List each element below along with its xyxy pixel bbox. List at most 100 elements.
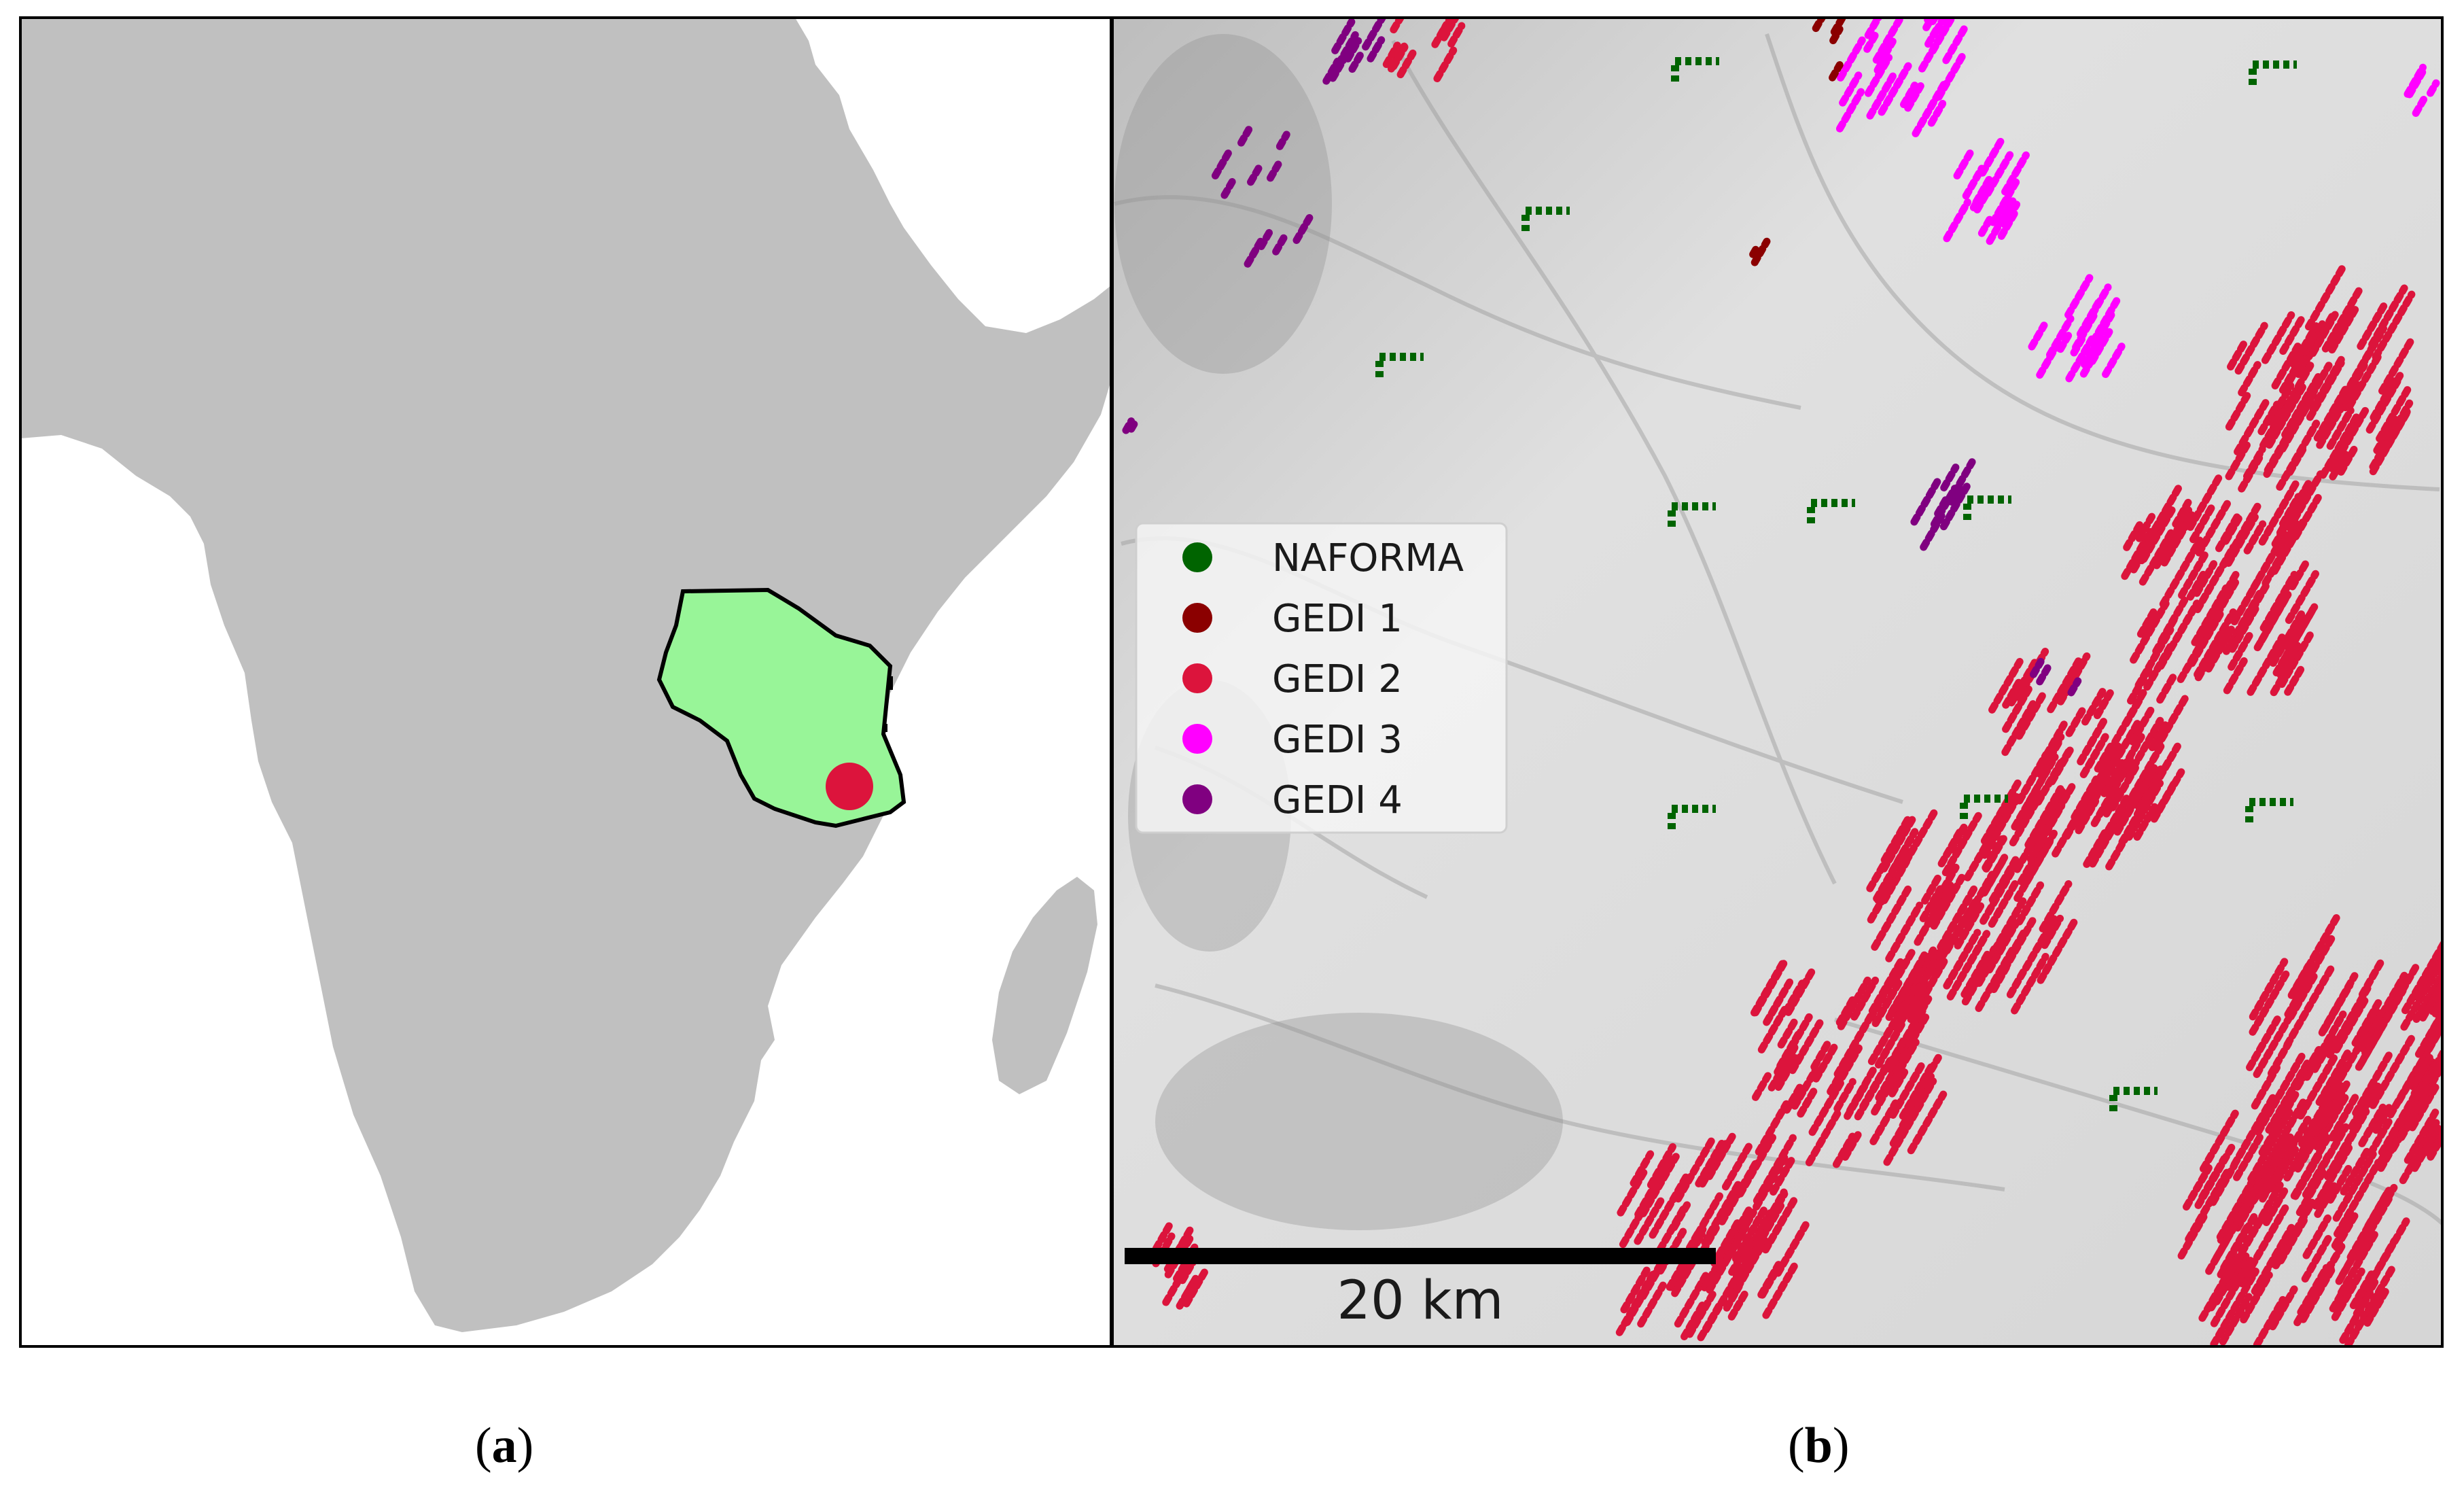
gedi2-track [1812,1042,1839,1083]
gedi2-track [2177,548,2210,599]
gedi2-track [2110,733,2145,788]
gedi2-track [1744,1200,1786,1268]
gedi2-track [1433,46,1458,83]
gedi2-track [1757,1003,1790,1053]
gedi3-track [1935,18,1943,20]
pemba-island [883,724,887,732]
gedi2-track [2006,967,2028,998]
gedi2-track [2429,1052,2442,1080]
gedi3-track [2412,94,2428,117]
gedi2-track [1753,1134,1797,1205]
legend-entry: GEDI 4 [1182,778,1403,822]
gedi2-track [2311,1030,2339,1073]
gedi2-track [2220,1221,2252,1272]
gedi2-track [1988,856,2020,904]
gedi2-track [2210,1257,2255,1327]
gedi2-track [2276,419,2321,491]
gedi2-track [2230,1092,2278,1168]
gedi2-track [2320,981,2354,1034]
gedi2-track [2329,451,2350,481]
gedi2-track [2230,576,2262,626]
gedi2-track [1770,1157,1795,1196]
gedi2-track [2331,1267,2365,1321]
gedi4-track [1331,18,1356,54]
gedi3-track [2046,315,2075,359]
gedi2-track [2265,1057,2312,1134]
gedi2-track [2413,946,2442,1001]
gedi2-track [1869,1099,1899,1145]
gedi2-track [1390,43,1409,71]
gedi2-track [2372,290,2416,361]
gedi2-track [1832,1132,1856,1168]
gedi4-track [2067,677,2082,697]
gedi2-track [2075,797,2100,835]
legend-label: GEDI 2 [1272,657,1403,701]
gedi3-track [2079,335,2108,378]
gedi2-track [1723,1219,1752,1262]
gedi2-track [1447,22,1466,48]
gedi2-track [2289,558,2310,591]
gedi2-track [2283,964,2335,1049]
gedi2-track [2128,703,2156,746]
gedi2-track [1761,1194,1799,1254]
gedi2-track [1390,18,1405,34]
gedi2-track [2022,913,2059,972]
gedi3-track [1942,22,1970,65]
gedi2-track [1152,1221,1174,1253]
gedi2-track [2041,733,2065,768]
gedi2-track [2124,716,2164,780]
gedi3-track [1918,18,1954,73]
gedi2-track [1930,873,1966,930]
gedi2-track [2198,1253,2242,1322]
panel-b-frame [1111,16,2444,1348]
gedi2-track [2270,655,2297,697]
gedi3-track [1839,71,1863,107]
gedi3-track [1962,164,1986,200]
gedi2-track [2399,1119,2440,1185]
gedi3-track [2426,79,2440,97]
gedi2-track [2243,520,2267,555]
gedi2-track [2349,1268,2376,1310]
gedi2-track [1784,968,1816,1016]
gedi2-track [1623,1261,1664,1326]
gedi2-track [2016,750,2050,805]
gedi2-track [2238,1178,2286,1256]
naforma-plot [1671,57,1719,82]
gedi3-track [2090,296,2121,345]
gedi2-track [2246,1015,2281,1071]
gedi4-track [1348,50,1365,73]
gedi3-track [1927,99,1947,127]
gedi2-track [1873,845,1909,903]
gedi2-track [2194,628,2228,682]
gedi2-track [1763,978,1794,1026]
gedi2-track [1639,1153,1680,1217]
gedi2-track [2339,1289,2374,1344]
gedi2-track [1808,1079,1845,1136]
gedi2-track [2259,570,2298,632]
gedi3-track [2406,68,2427,99]
gedi2-track [2092,750,2123,798]
gedi2-track [2264,435,2290,474]
gedi3-track [1997,206,2021,240]
gedi3-track [1876,37,1897,67]
gedi2-track [2377,1137,2401,1172]
gedi2-track [1837,976,1871,1030]
gedi3-track [2056,330,2073,353]
gedi2-track [2011,952,2049,1015]
gedi2-track [2284,664,2306,696]
gedi2-track [1988,790,2016,833]
gedi2-track [2432,1128,2442,1151]
gedi1-track [1829,61,1844,82]
gedi2-track [2326,1108,2370,1179]
gedi2-track [2363,1284,2392,1327]
gedi2-track [2313,1090,2351,1151]
gedi2-track [1162,1278,1182,1306]
zanzibar-island [887,676,893,690]
gedi4-track [1940,464,1960,492]
gedi2-track [1182,1267,1210,1308]
gedi2-track [2319,411,2361,479]
madagascar [992,877,1097,1094]
gedi4-track [1939,481,1972,531]
gedi3-track [1979,137,2005,177]
